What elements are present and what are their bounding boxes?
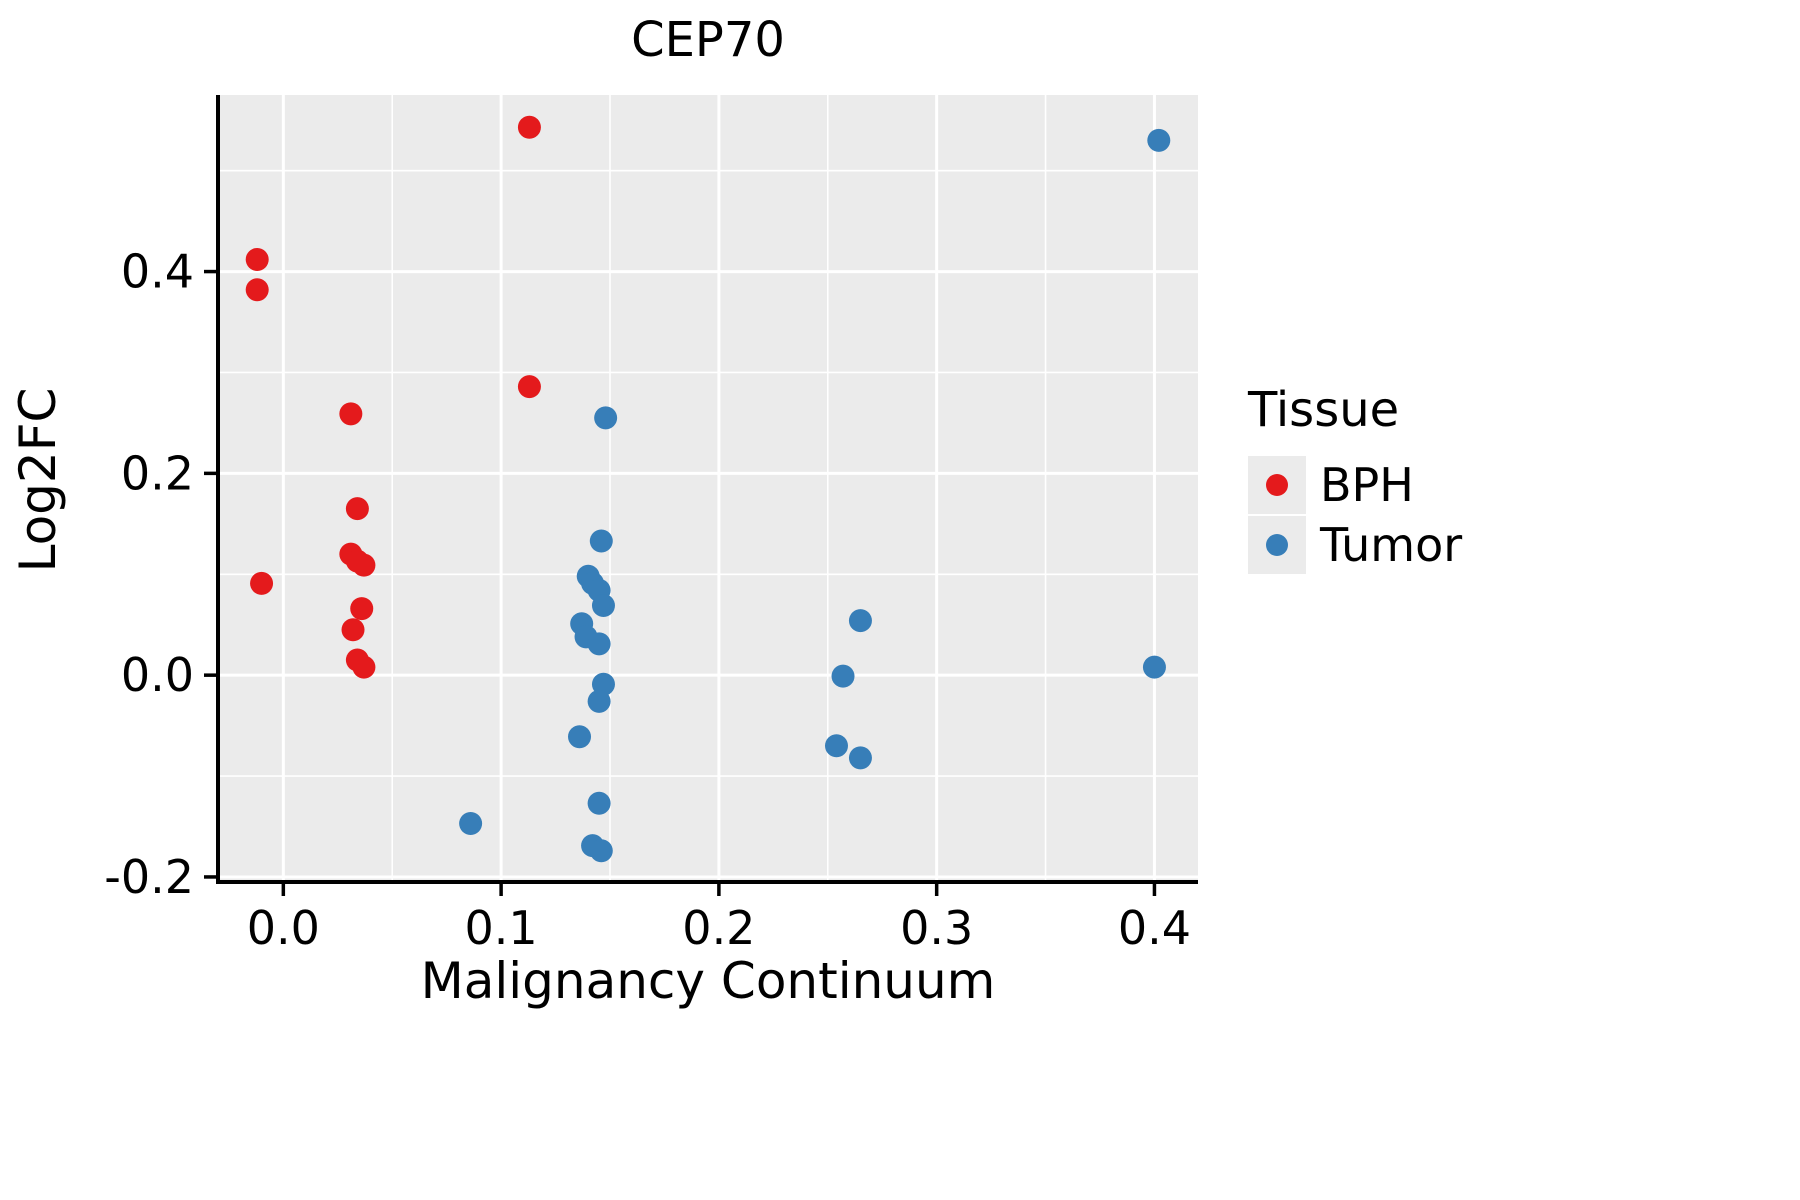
data-point-bph — [352, 553, 376, 577]
data-point-tumor — [594, 406, 618, 430]
y-tick-label: -0.2 — [104, 850, 194, 904]
data-point-tumor — [1142, 655, 1166, 679]
legend-dot-icon — [1266, 474, 1288, 496]
data-point-tumor — [589, 839, 613, 863]
data-point-bph — [339, 402, 363, 426]
x-axis-label: Malignancy Continuum — [420, 952, 996, 1010]
data-point-bph — [517, 375, 541, 399]
data-point-tumor — [587, 689, 611, 713]
data-point-tumor — [848, 609, 872, 633]
data-point-bph — [350, 597, 374, 621]
axis-line — [216, 95, 1198, 884]
data-point-tumor — [848, 746, 872, 770]
x-tick-label: 0.0 — [247, 901, 320, 955]
legend-item-bph: BPH — [1248, 456, 1462, 514]
legend-item-label: Tumor — [1320, 518, 1463, 572]
legend-item-tumor: Tumor — [1248, 516, 1462, 574]
chart-title: CEP70 — [631, 12, 785, 68]
data-point-bph — [250, 571, 274, 595]
panel-background — [218, 95, 1198, 882]
data-point-bph — [245, 278, 269, 302]
x-tick-label: 0.1 — [465, 901, 538, 955]
legend-item-label: BPH — [1320, 458, 1414, 512]
data-point-tumor — [587, 791, 611, 815]
y-tick-label: 0.2 — [121, 446, 194, 500]
x-tick-label: 0.4 — [1118, 901, 1191, 955]
data-point-tumor — [568, 725, 592, 749]
data-point-tumor — [831, 664, 855, 688]
data-point-tumor — [459, 811, 483, 835]
x-tick-label: 0.3 — [900, 901, 973, 955]
legend-key — [1248, 516, 1306, 574]
x-tick-label: 0.2 — [682, 901, 755, 955]
y-tick-label: 0.0 — [121, 648, 194, 702]
data-point-tumor — [1147, 128, 1171, 152]
y-tick-label: 0.4 — [121, 245, 194, 299]
y-axis-label: Log2FC — [9, 387, 67, 573]
legend-items: BPH Tumor — [1248, 456, 1462, 574]
legend-dot-icon — [1266, 534, 1288, 556]
data-point-bph — [345, 497, 369, 521]
data-point-bph — [352, 655, 376, 679]
data-point-bph — [341, 618, 365, 642]
legend-key — [1248, 456, 1306, 514]
legend: Tissue BPH Tumor — [1248, 382, 1462, 576]
data-point-bph — [245, 247, 269, 271]
data-point-tumor — [587, 632, 611, 656]
legend-title: Tissue — [1248, 382, 1400, 438]
data-point-tumor — [589, 529, 613, 553]
data-point-tumor — [591, 594, 615, 618]
data-point-bph — [517, 115, 541, 139]
data-point-tumor — [824, 734, 848, 758]
